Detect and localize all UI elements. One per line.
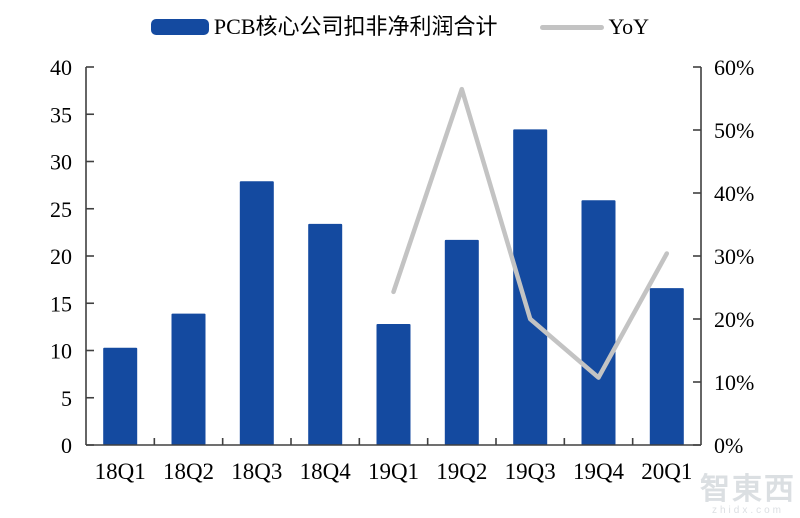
y-right-tick-label: 10% — [714, 370, 754, 395]
x-tick-label-20Q1: 20Q1 — [641, 459, 692, 484]
legend-line-label: YoY — [608, 14, 650, 39]
yoy-line — [391, 86, 670, 380]
y-left-tick-label: 35 — [50, 102, 72, 127]
y-left-tick-label: 5 — [61, 386, 72, 411]
y-right-tick-label: 50% — [714, 118, 754, 143]
y-right-tick-label: 40% — [714, 181, 754, 206]
y-left-tick-label: 0 — [61, 433, 72, 458]
legend-item-bar-series: PCB核心公司扣非净利润合计 — [150, 14, 498, 39]
x-tick-label-18Q4: 18Q4 — [300, 459, 352, 484]
y-right-tick-label: 30% — [714, 244, 754, 269]
y-left-tick-label: 20 — [50, 244, 72, 269]
legend-item-line-series: YoY — [539, 14, 650, 39]
chart-legend: PCB核心公司扣非净利润合计 YoY — [0, 16, 800, 38]
bar-19Q1 — [376, 324, 411, 445]
bar-19Q3 — [513, 129, 548, 445]
bar-18Q4 — [308, 223, 343, 445]
bar-18Q3 — [239, 181, 274, 446]
bar-18Q2 — [171, 313, 206, 445]
x-tick-label-18Q3: 18Q3 — [231, 459, 282, 484]
x-tick-label-19Q1: 19Q1 — [368, 459, 419, 484]
y-left-tick-label: 30 — [50, 150, 72, 175]
y-left-tick-label: 40 — [50, 55, 72, 80]
legend-bar-label: PCB核心公司扣非净利润合计 — [213, 14, 498, 39]
y-right-tick-label: 0% — [714, 433, 743, 458]
legend-line-swatch — [539, 24, 604, 30]
y-right-tick-label: 60% — [714, 55, 754, 80]
bar-19Q4 — [581, 200, 616, 445]
y-left-tick-label: 10 — [50, 339, 72, 364]
legend-bar-swatch — [150, 19, 209, 35]
bar-20Q1 — [649, 288, 684, 445]
y-left-tick-label: 25 — [50, 197, 72, 222]
x-tick-label-19Q3: 19Q3 — [505, 459, 556, 484]
y-right-tick-label: 20% — [714, 307, 754, 332]
x-tick-label-18Q2: 18Q2 — [163, 459, 214, 484]
x-tick-label-18Q1: 18Q1 — [95, 459, 146, 484]
y-left-tick-label: 15 — [50, 291, 72, 316]
x-tick-label-19Q2: 19Q2 — [436, 459, 487, 484]
bar-19Q2 — [444, 239, 479, 445]
bar-18Q1 — [103, 347, 138, 445]
x-tick-label-19Q4: 19Q4 — [573, 459, 625, 484]
